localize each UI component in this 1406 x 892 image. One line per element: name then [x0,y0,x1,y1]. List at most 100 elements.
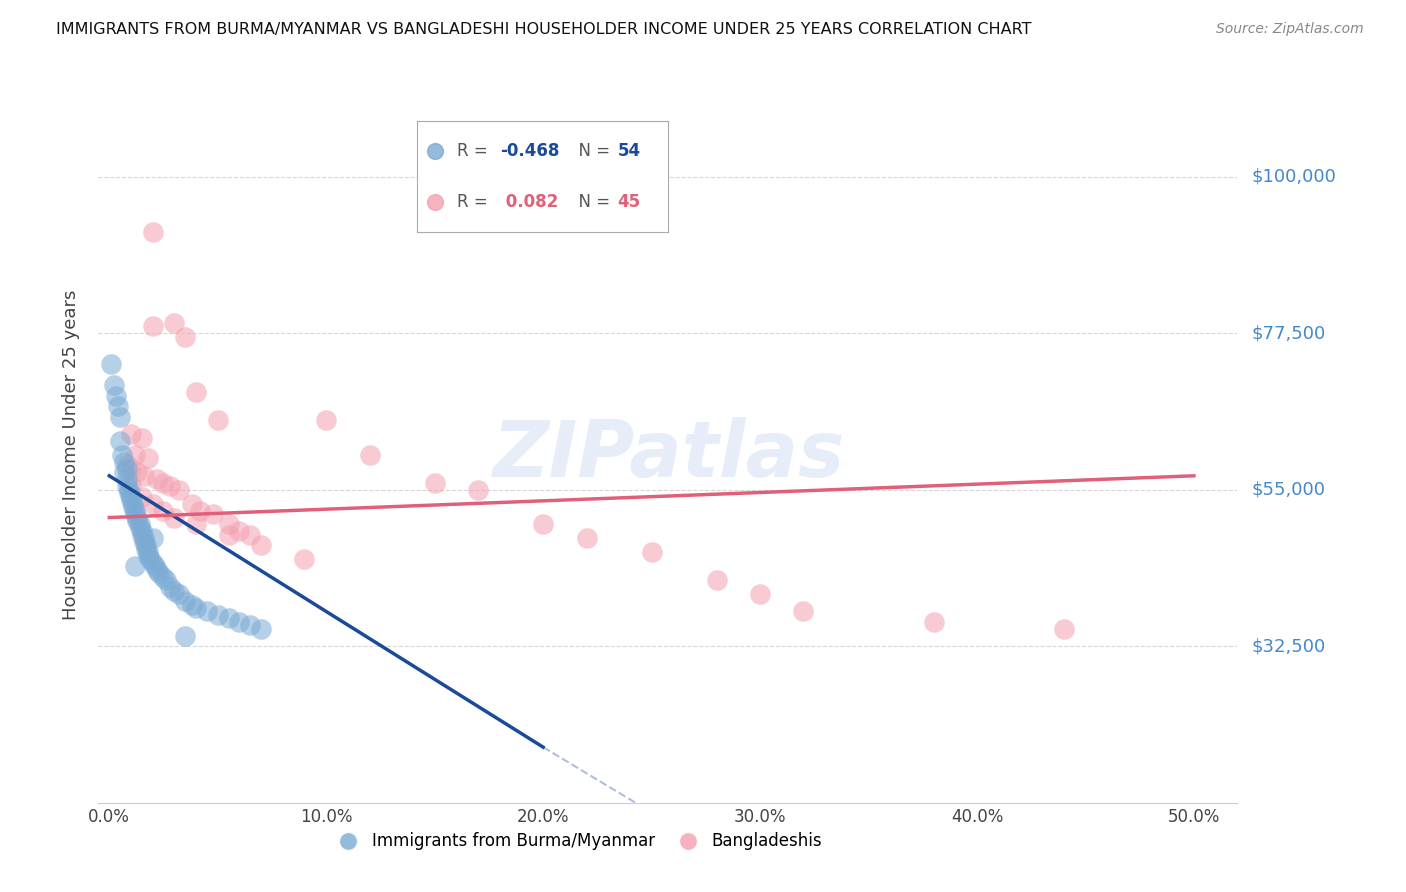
Point [132,534,155,549]
Point [120,490,142,504]
Point [250,538,273,552]
Point [228,615,250,629]
Point [174,629,197,643]
Point [749,587,772,601]
Point [115,458,138,473]
Point [122,500,145,514]
Point [142,319,165,334]
Point [100,358,122,372]
Text: 54: 54 [617,142,641,160]
Point [202,507,225,521]
Point [218,517,240,532]
Text: Source: ZipAtlas.com: Source: ZipAtlas.com [1216,22,1364,37]
Point [467,483,489,497]
Point [640,545,662,559]
Point [146,563,169,577]
Point [131,528,153,542]
Point [108,409,131,424]
Point [163,316,186,330]
Point [294,552,316,566]
Text: IMMIGRANTS FROM BURMA/MYANMAR VS BANGLADESHI HOUSEHOLDER INCOME UNDER 25 YEARS C: IMMIGRANTS FROM BURMA/MYANMAR VS BANGLAD… [56,22,1032,37]
Point [239,618,262,632]
Point [174,329,197,343]
Point [114,466,136,480]
Point [118,483,141,497]
Point [103,378,125,392]
Point [135,541,157,556]
Point [136,545,159,559]
Text: R =: R = [457,142,494,160]
Point [706,573,728,587]
Point [143,559,166,574]
Point [115,479,138,493]
Point [127,466,149,480]
Text: $77,500: $77,500 [1251,324,1326,343]
Point [922,615,945,629]
Point [127,510,149,524]
Point [124,503,146,517]
Point [152,503,174,517]
Point [115,462,138,476]
Point [120,493,142,508]
Point [423,144,446,158]
Point [108,434,131,448]
Point [1053,622,1076,636]
Point [131,430,153,444]
Point [184,517,207,532]
Point [315,413,337,427]
Point [152,475,174,490]
Point [218,528,240,542]
Point [163,583,186,598]
Text: R =: R = [457,194,494,211]
Point [531,517,554,532]
Point [250,622,273,636]
Point [127,514,149,528]
Point [142,225,165,239]
Text: 45: 45 [617,194,641,211]
Point [142,497,165,511]
Point [184,385,207,400]
Text: -0.468: -0.468 [501,142,560,160]
Point [131,490,153,504]
Point [155,573,177,587]
Text: $32,500: $32,500 [1251,637,1326,656]
Point [423,475,446,490]
Point [180,598,202,612]
Point [128,517,150,532]
Point [131,524,153,539]
Point [120,462,142,476]
Point [239,528,262,542]
Point [174,594,197,608]
Point [132,532,155,546]
Point [114,455,136,469]
Point [120,479,142,493]
Point [120,427,142,442]
Point [128,521,150,535]
Legend: Immigrants from Burma/Myanmar, Bangladeshis: Immigrants from Burma/Myanmar, Banglades… [325,826,828,857]
Point [218,611,240,625]
Text: ZIPatlas: ZIPatlas [492,417,844,493]
Point [142,532,165,546]
Point [118,486,141,500]
Point [207,413,229,427]
Point [124,559,146,574]
Point [132,468,155,483]
Point [423,195,446,210]
Point [135,538,157,552]
Point [115,472,138,486]
Point [139,552,162,566]
Point [180,497,202,511]
Point [167,483,190,497]
Point [167,587,190,601]
Point [184,601,207,615]
Point [163,510,186,524]
Point [136,451,159,466]
Text: $55,000: $55,000 [1251,481,1326,499]
Y-axis label: Householder Income Under 25 years: Householder Income Under 25 years [62,290,80,620]
Point [142,556,165,570]
Point [124,507,146,521]
Point [359,448,381,462]
Point [792,605,814,619]
Point [124,448,146,462]
Point [107,399,129,413]
